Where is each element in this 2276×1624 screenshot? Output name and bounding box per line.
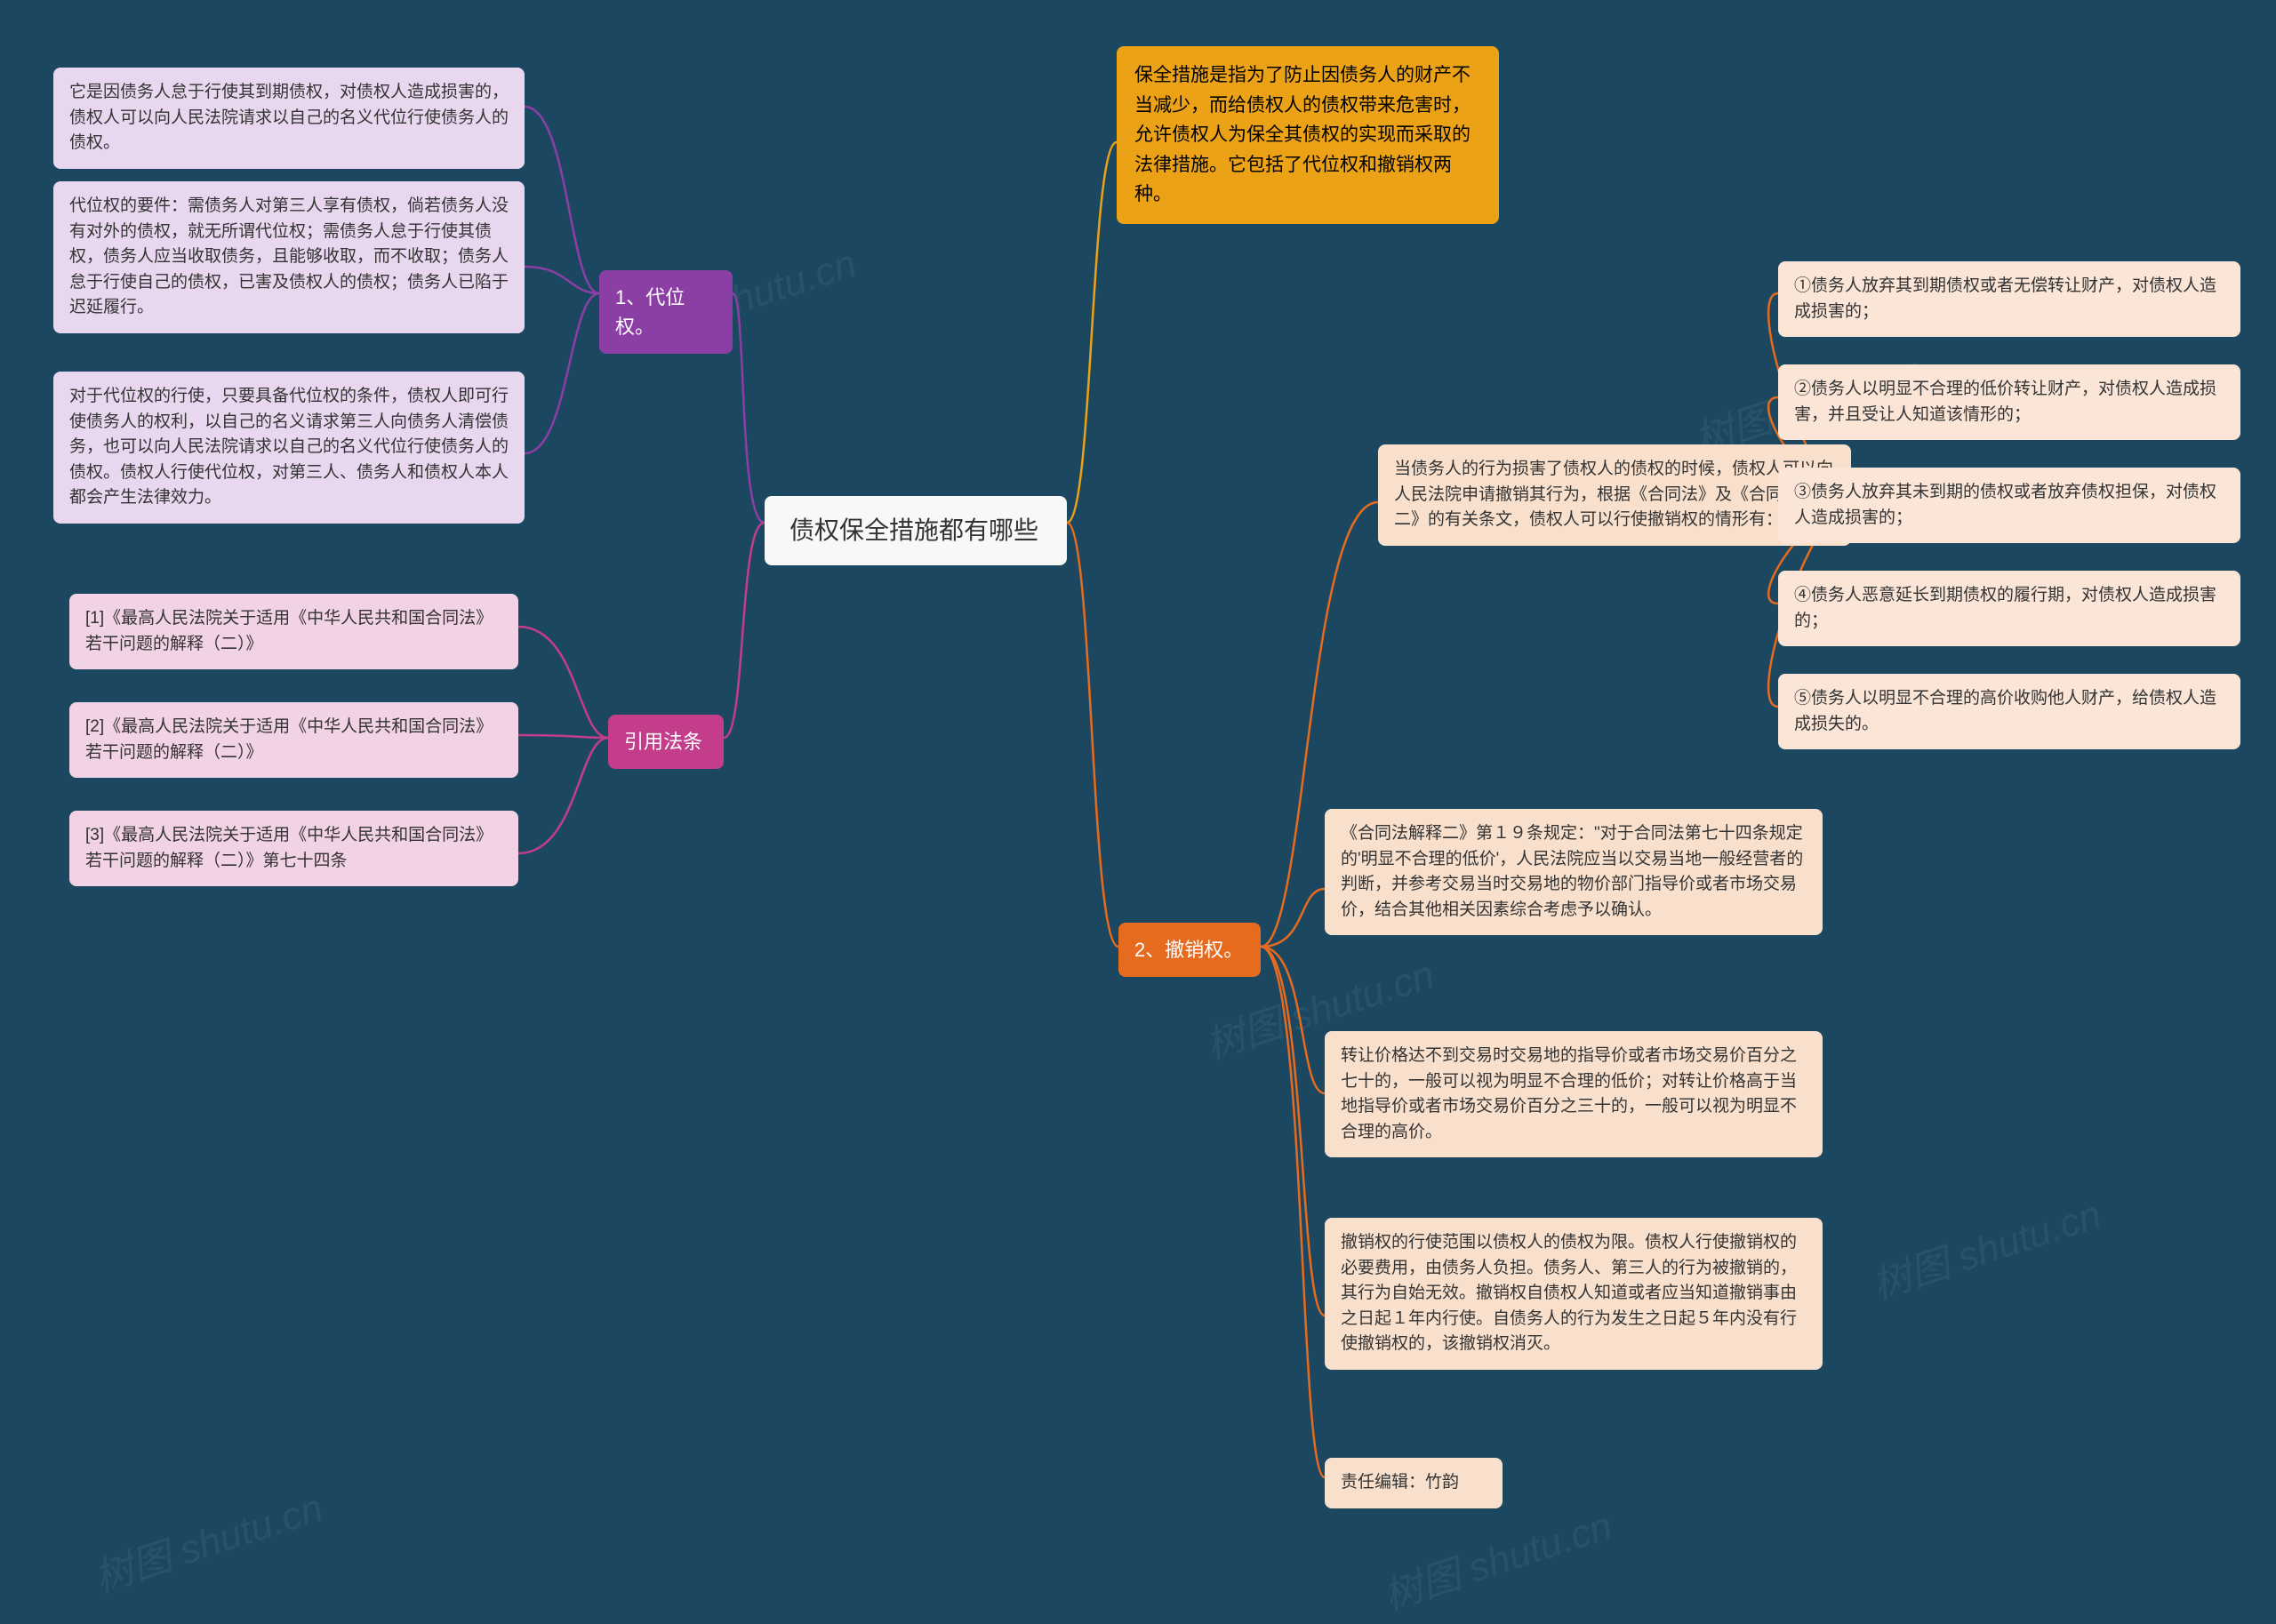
leaf-node[interactable]: [2]《最高人民法院关于适用《中华人民共和国合同法》若干问题的解释（二）》: [69, 702, 518, 778]
mindmap-root[interactable]: 债权保全措施都有哪些: [765, 496, 1067, 565]
leaf-node[interactable]: 撤销权的行使范围以债权人的债权为限。债权人行使撤销权的必要费用，由债务人负担。债…: [1325, 1218, 1823, 1370]
leaf-editor[interactable]: 责任编辑：竹韵: [1325, 1458, 1503, 1508]
watermark: 树图 shutu.cn: [86, 1476, 329, 1603]
branch-subrogation[interactable]: 1、代位权。: [599, 270, 733, 354]
leaf-node[interactable]: [3]《最高人民法院关于适用《中华人民共和国合同法》若干问题的解释（二）》第七十…: [69, 811, 518, 886]
branch-revocation[interactable]: 2、撤销权。: [1118, 923, 1261, 977]
intro-node[interactable]: 保全措施是指为了防止因债务人的财产不当减少，而给债权人的债权带来危害时，允许债权…: [1117, 46, 1499, 224]
branch-citations[interactable]: 引用法条: [608, 715, 724, 769]
leaf-node[interactable]: ③债务人放弃其未到期的债权或者放弃债权担保，对债权人造成损害的；: [1778, 468, 2240, 543]
leaf-node[interactable]: 对于代位权的行使，只要具备代位权的条件，债权人即可行使债务人的权利，以自己的名义…: [53, 372, 525, 524]
leaf-node[interactable]: 转让价格达不到交易时交易地的指导价或者市场交易价百分之七十的，一般可以视为明显不…: [1325, 1031, 1823, 1157]
leaf-node[interactable]: 《合同法解释二》第１９条规定："对于合同法第七十四条规定的'明显不合理的低价'，…: [1325, 809, 1823, 935]
watermark: 树图 shutu.cn: [1375, 1493, 1618, 1620]
leaf-node[interactable]: [1]《最高人民法院关于适用《中华人民共和国合同法》若干问题的解释（二）》: [69, 594, 518, 669]
watermark: 树图 shutu.cn: [1864, 1182, 2107, 1309]
leaf-node[interactable]: 它是因债务人怠于行使其到期债权，对债权人造成损害的，债权人可以向人民法院请求以自…: [53, 68, 525, 169]
leaf-node[interactable]: ②债务人以明显不合理的低价转让财产，对债权人造成损害，并且受让人知道该情形的；: [1778, 364, 2240, 440]
leaf-node[interactable]: ①债务人放弃其到期债权或者无偿转让财产，对债权人造成损害的；: [1778, 261, 2240, 337]
leaf-node[interactable]: ④债务人恶意延长到期债权的履行期，对债权人造成损害的；: [1778, 571, 2240, 646]
leaf-node[interactable]: 代位权的要件：需债务人对第三人享有债权，倘若债务人没有对外的债权，就无所谓代位权…: [53, 181, 525, 333]
leaf-node[interactable]: ⑤债务人以明显不合理的高价收购他人财产，给债权人造成损失的。: [1778, 674, 2240, 749]
